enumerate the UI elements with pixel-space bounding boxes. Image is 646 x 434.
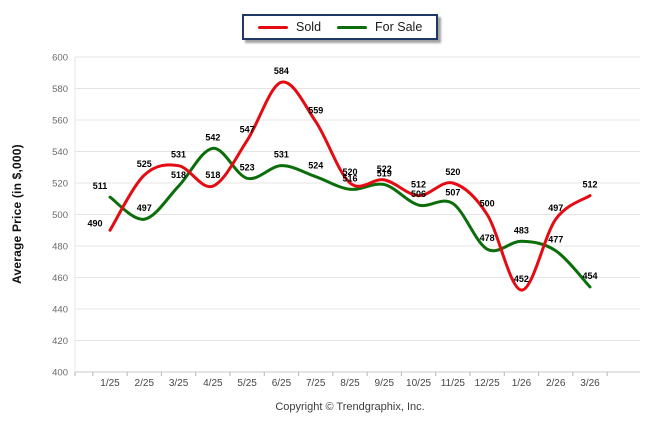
y-tick-label: 580	[52, 84, 68, 95]
y-tick-label: 600	[52, 53, 68, 64]
data-label: 519	[377, 169, 392, 179]
y-tick-label: 540	[52, 147, 68, 158]
data-label: 522	[377, 164, 392, 174]
x-tick-label: 2/26	[546, 378, 566, 389]
data-label: 511	[93, 181, 108, 191]
x-tick-label: 6/25	[272, 378, 292, 389]
data-label: 452	[514, 274, 529, 284]
data-label: 500	[480, 199, 495, 209]
data-label: 584	[274, 66, 289, 76]
data-label: 547	[240, 124, 255, 134]
x-tick-label: 3/25	[169, 378, 189, 389]
legend-item-sold: Sold	[258, 20, 321, 34]
data-label: 518	[171, 170, 186, 180]
legend-label-sold: Sold	[296, 20, 322, 34]
data-label: 520	[342, 167, 357, 177]
x-tick-label: 8/25	[340, 378, 360, 389]
data-label: 516	[342, 173, 357, 183]
y-tick-label: 460	[52, 273, 68, 284]
legend-label-for-sale: For Sale	[375, 20, 423, 34]
x-tick-label: 3/26	[580, 378, 600, 389]
x-tick-label: 12/25	[475, 378, 500, 389]
data-label: 512	[411, 180, 426, 190]
data-label: 497	[548, 203, 563, 213]
x-tick-label: 1/26	[512, 378, 532, 389]
data-label: 518	[205, 170, 220, 180]
sold-line	[108, 80, 592, 292]
data-label: 520	[445, 167, 460, 177]
data-label: 531	[274, 150, 289, 160]
data-label: 542	[205, 132, 220, 142]
data-label: 483	[514, 225, 529, 235]
y-tick-label: 500	[52, 210, 68, 221]
sold-line-swatch	[258, 25, 288, 29]
legend: Sold For Sale	[242, 14, 439, 40]
x-tick-label: 5/25	[237, 378, 257, 389]
x-tick-label: 11/25	[441, 378, 466, 389]
y-tick-label: 400	[52, 368, 68, 379]
data-label: 507	[445, 187, 460, 197]
y-tick-label: 420	[52, 336, 68, 347]
y-axis-title: Average Price (in $,000)	[10, 144, 24, 284]
data-label: 524	[308, 161, 323, 171]
x-tick-label: 4/25	[203, 378, 223, 389]
y-tick-label: 520	[52, 179, 68, 190]
data-label: 559	[308, 106, 323, 116]
y-tick-label: 480	[52, 242, 68, 253]
x-tick-label: 10/25	[406, 378, 431, 389]
for-sale-line-swatch	[337, 25, 368, 29]
data-label: 490	[87, 218, 102, 228]
x-tick-label: 1/25	[100, 378, 120, 389]
x-tick-label: 9/25	[375, 378, 395, 389]
data-label: 477	[548, 235, 563, 245]
x-tick-label: 7/25	[306, 378, 326, 389]
y-tick-label: 560	[52, 116, 68, 127]
data-label: 531	[171, 150, 186, 160]
data-label: 506	[411, 189, 426, 199]
y-tick-label: 440	[52, 305, 68, 316]
legend-item-for-sale: For Sale	[337, 20, 422, 34]
data-label: 525	[137, 159, 152, 169]
x-tick-label: 2/25	[135, 378, 155, 389]
data-label: 454	[582, 271, 597, 281]
data-label: 497	[137, 203, 152, 213]
copyright-text: Copyright © Trendgraphix, Inc.	[275, 401, 425, 413]
data-label: 478	[480, 233, 495, 243]
data-label: 523	[240, 162, 255, 172]
data-label: 512	[582, 180, 597, 190]
